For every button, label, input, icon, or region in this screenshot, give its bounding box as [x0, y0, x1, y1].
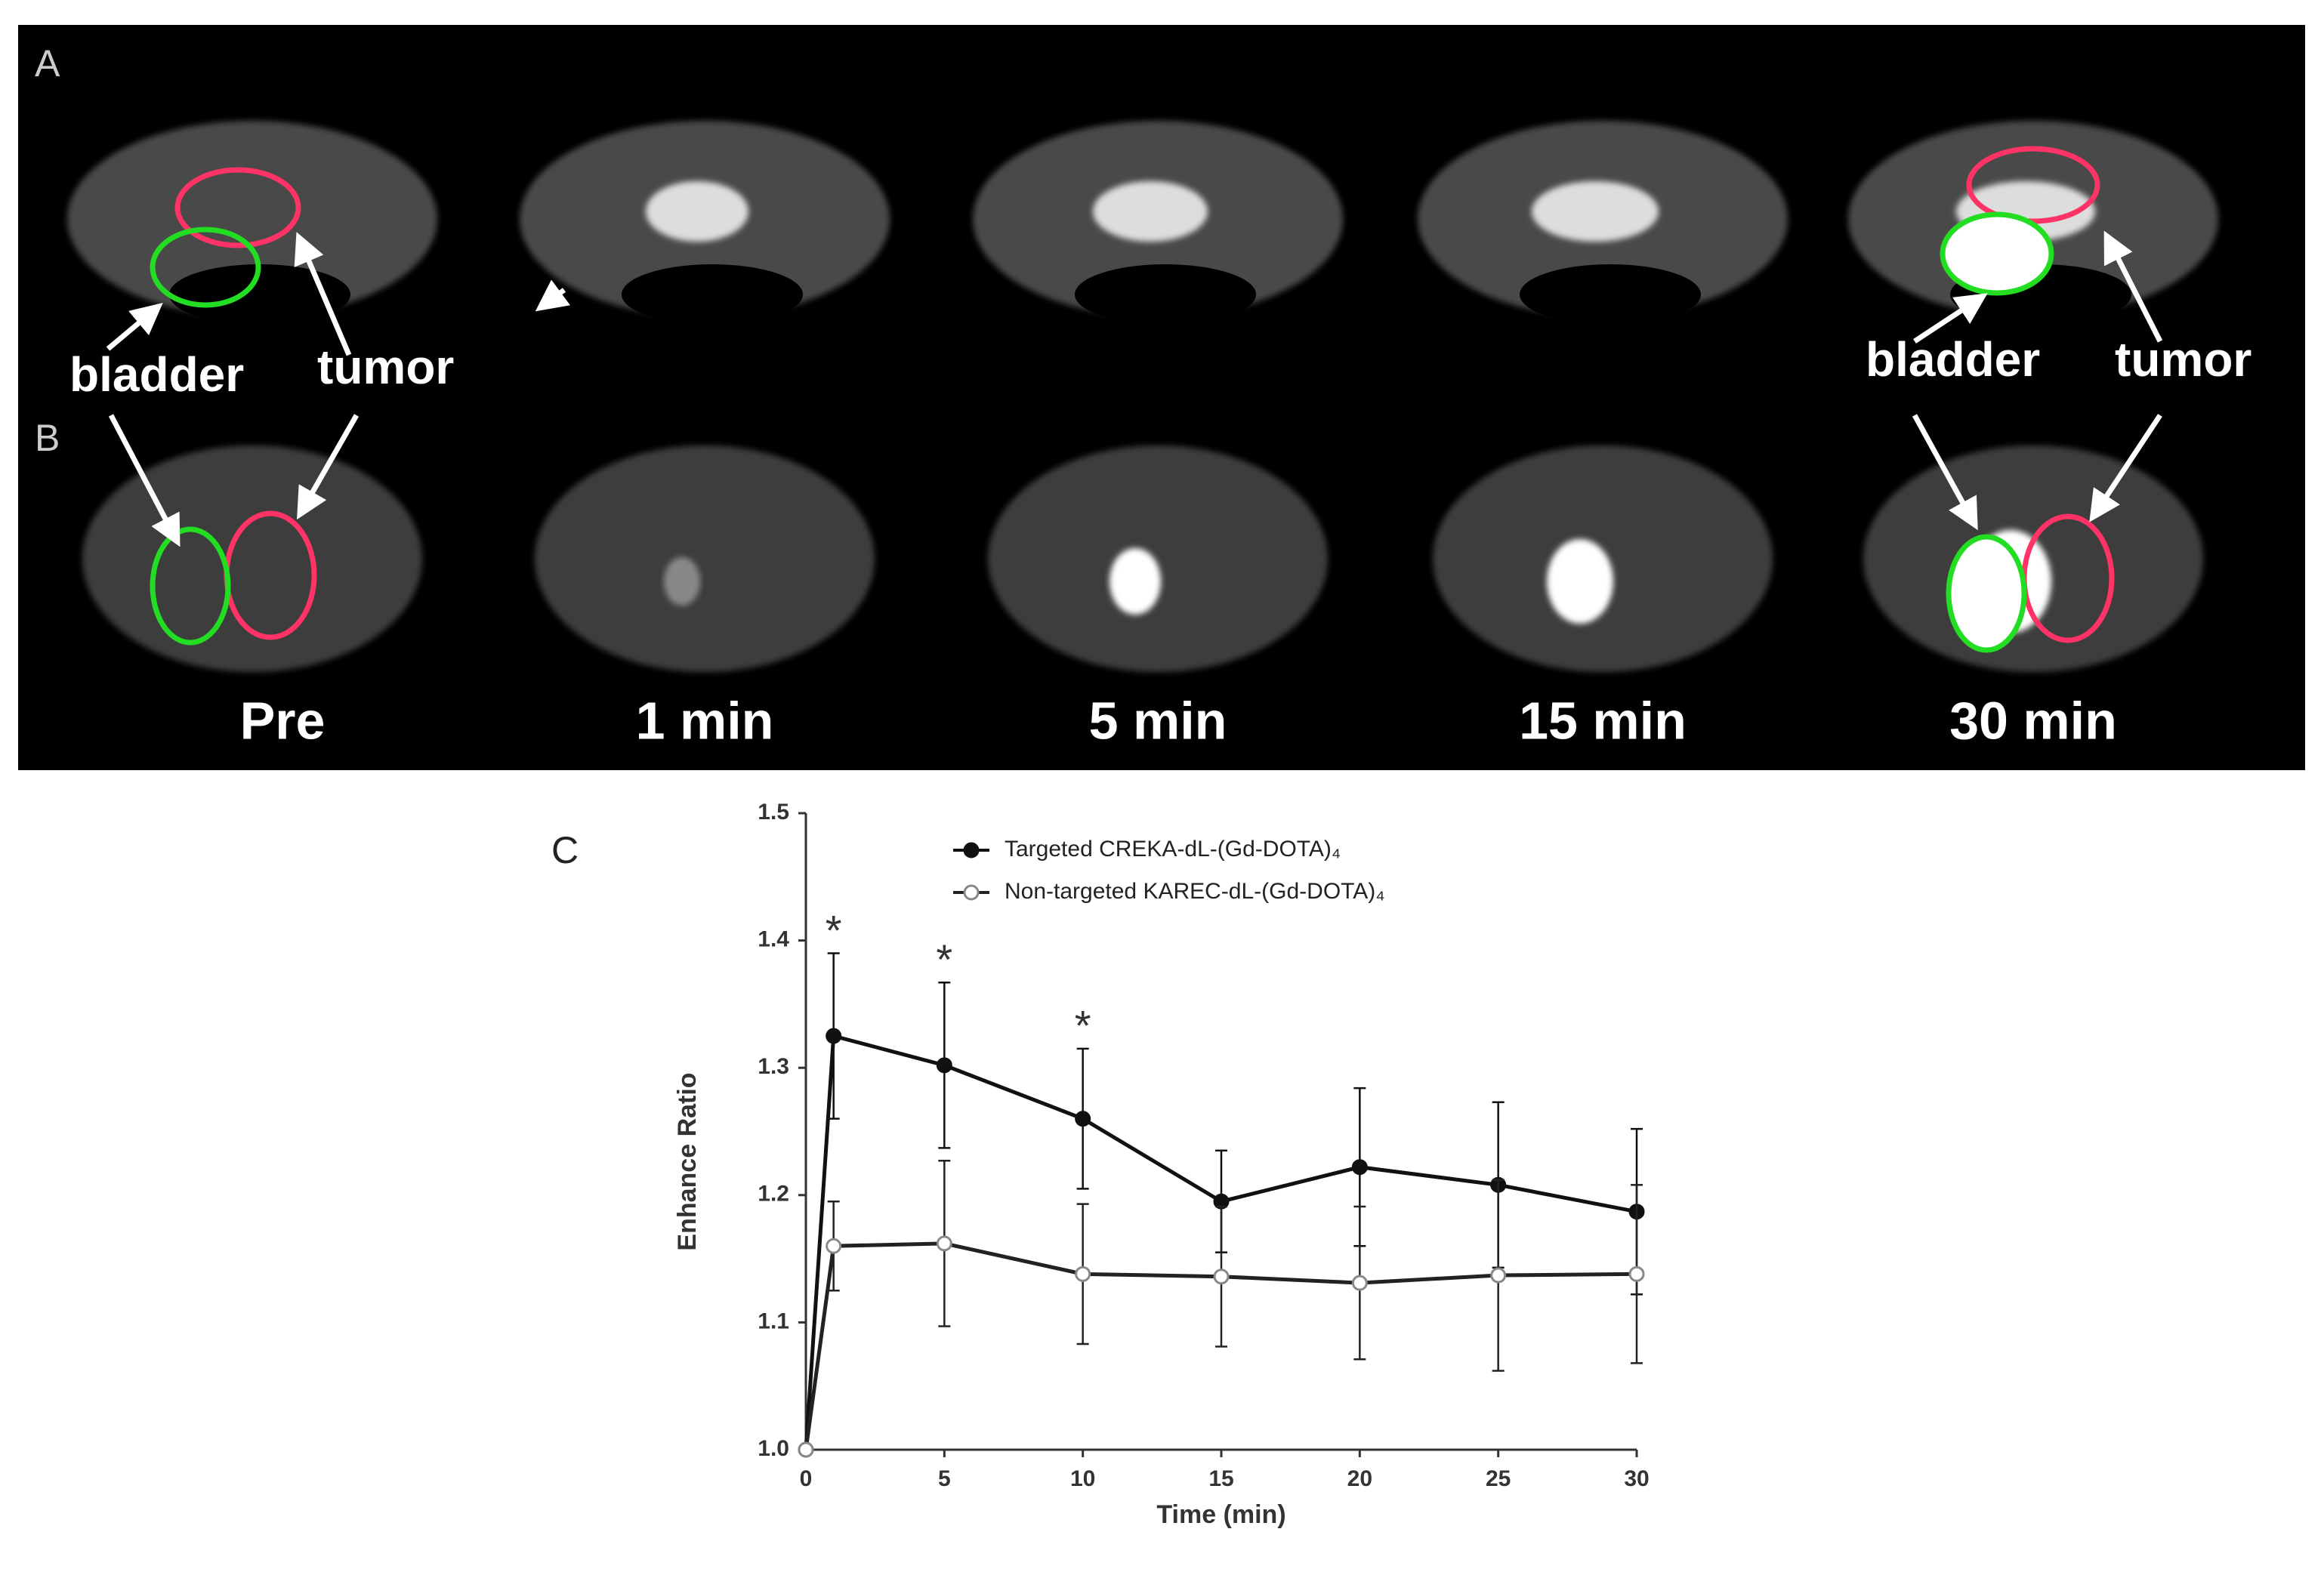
- y-tick-label: 1.0: [758, 1436, 789, 1461]
- data-point: [936, 1057, 952, 1074]
- mri-enhance: [1532, 181, 1659, 242]
- x-tick-label: 30: [1624, 1466, 1649, 1491]
- panel-label: C: [551, 829, 579, 871]
- data-point: [798, 1441, 814, 1458]
- y-tick-label: 1.3: [758, 1054, 789, 1079]
- arrows: [106, 230, 2163, 547]
- y-tick-label: 1.4: [758, 927, 789, 952]
- data-point: [1351, 1275, 1368, 1291]
- arrow-label: tumor: [317, 340, 454, 394]
- legend-label: Targeted CREKA-dL-(Gd-DOTA)₄: [1005, 837, 1341, 862]
- time-label: 5 min: [1089, 691, 1227, 750]
- mri-dark: [622, 264, 803, 325]
- data-point: [1351, 1159, 1368, 1176]
- mri-dark: [169, 264, 350, 325]
- data-point: [1075, 1111, 1091, 1127]
- time-label: Pre: [240, 691, 326, 750]
- panel-label: B: [35, 417, 60, 459]
- significance-star: *: [1075, 1002, 1091, 1050]
- mri-dark: [1075, 264, 1256, 325]
- data-point: [936, 1235, 952, 1252]
- legend-marker: [963, 842, 980, 858]
- roi-contour: [150, 526, 231, 646]
- time-label: 15 min: [1519, 691, 1687, 750]
- arrow-label: tumor: [2115, 332, 2251, 387]
- mri-body: [82, 445, 422, 672]
- mri-body: [67, 121, 437, 317]
- roi-contour: [174, 167, 301, 248]
- x-tick-label: 15: [1208, 1466, 1233, 1491]
- x-axis-title: Time (min): [1156, 1500, 1285, 1529]
- significance-star: *: [936, 936, 952, 983]
- mri-enhance: [1110, 548, 1161, 615]
- mri-enhance: [1093, 181, 1208, 242]
- x-tick-label: 20: [1347, 1466, 1372, 1491]
- data-point: [1490, 1267, 1507, 1284]
- mri-body: [535, 445, 875, 672]
- y-tick-label: 1.5: [758, 800, 789, 825]
- x-tick-label: 5: [938, 1466, 951, 1491]
- mri-body: [988, 445, 1328, 672]
- legend-label: Non-targeted KAREC-dL-(Gd-DOTA)₄: [1005, 879, 1385, 904]
- time-label: 1 min: [636, 691, 774, 750]
- arrow-label: bladder: [69, 347, 244, 402]
- roi-contour: [1946, 534, 2027, 653]
- time-label: 30 min: [1949, 691, 2117, 750]
- arrow-label: bladder: [1866, 332, 2040, 387]
- legend-marker: [963, 884, 980, 901]
- y-axis-title: Enhance Ratio: [673, 1072, 702, 1250]
- mri-enhance: [664, 557, 700, 606]
- roi-contour: [1940, 211, 2054, 296]
- x-tick-label: 10: [1070, 1466, 1095, 1491]
- y-tick-label: 1.2: [758, 1182, 789, 1207]
- panel-label: A: [35, 42, 60, 85]
- roi-contour: [1966, 146, 2100, 224]
- series-line: [804, 1241, 1637, 1450]
- x-tick-label: 25: [1486, 1466, 1511, 1491]
- mri-images: [67, 121, 2218, 672]
- data-point: [1213, 1268, 1230, 1285]
- data-point: [1628, 1265, 1645, 1282]
- mri-dark: [1520, 264, 1701, 325]
- mri-enhance: [1547, 539, 1613, 624]
- series-line: [804, 1033, 1637, 1450]
- data-point: [1075, 1265, 1091, 1282]
- roi-contour: [150, 227, 261, 308]
- y-tick-label: 1.1: [758, 1309, 789, 1333]
- x-tick-label: 0: [800, 1466, 813, 1491]
- data-point: [826, 1238, 842, 1254]
- significance-star: *: [826, 906, 842, 954]
- mri-enhance: [646, 181, 748, 242]
- data-point: [826, 1028, 842, 1044]
